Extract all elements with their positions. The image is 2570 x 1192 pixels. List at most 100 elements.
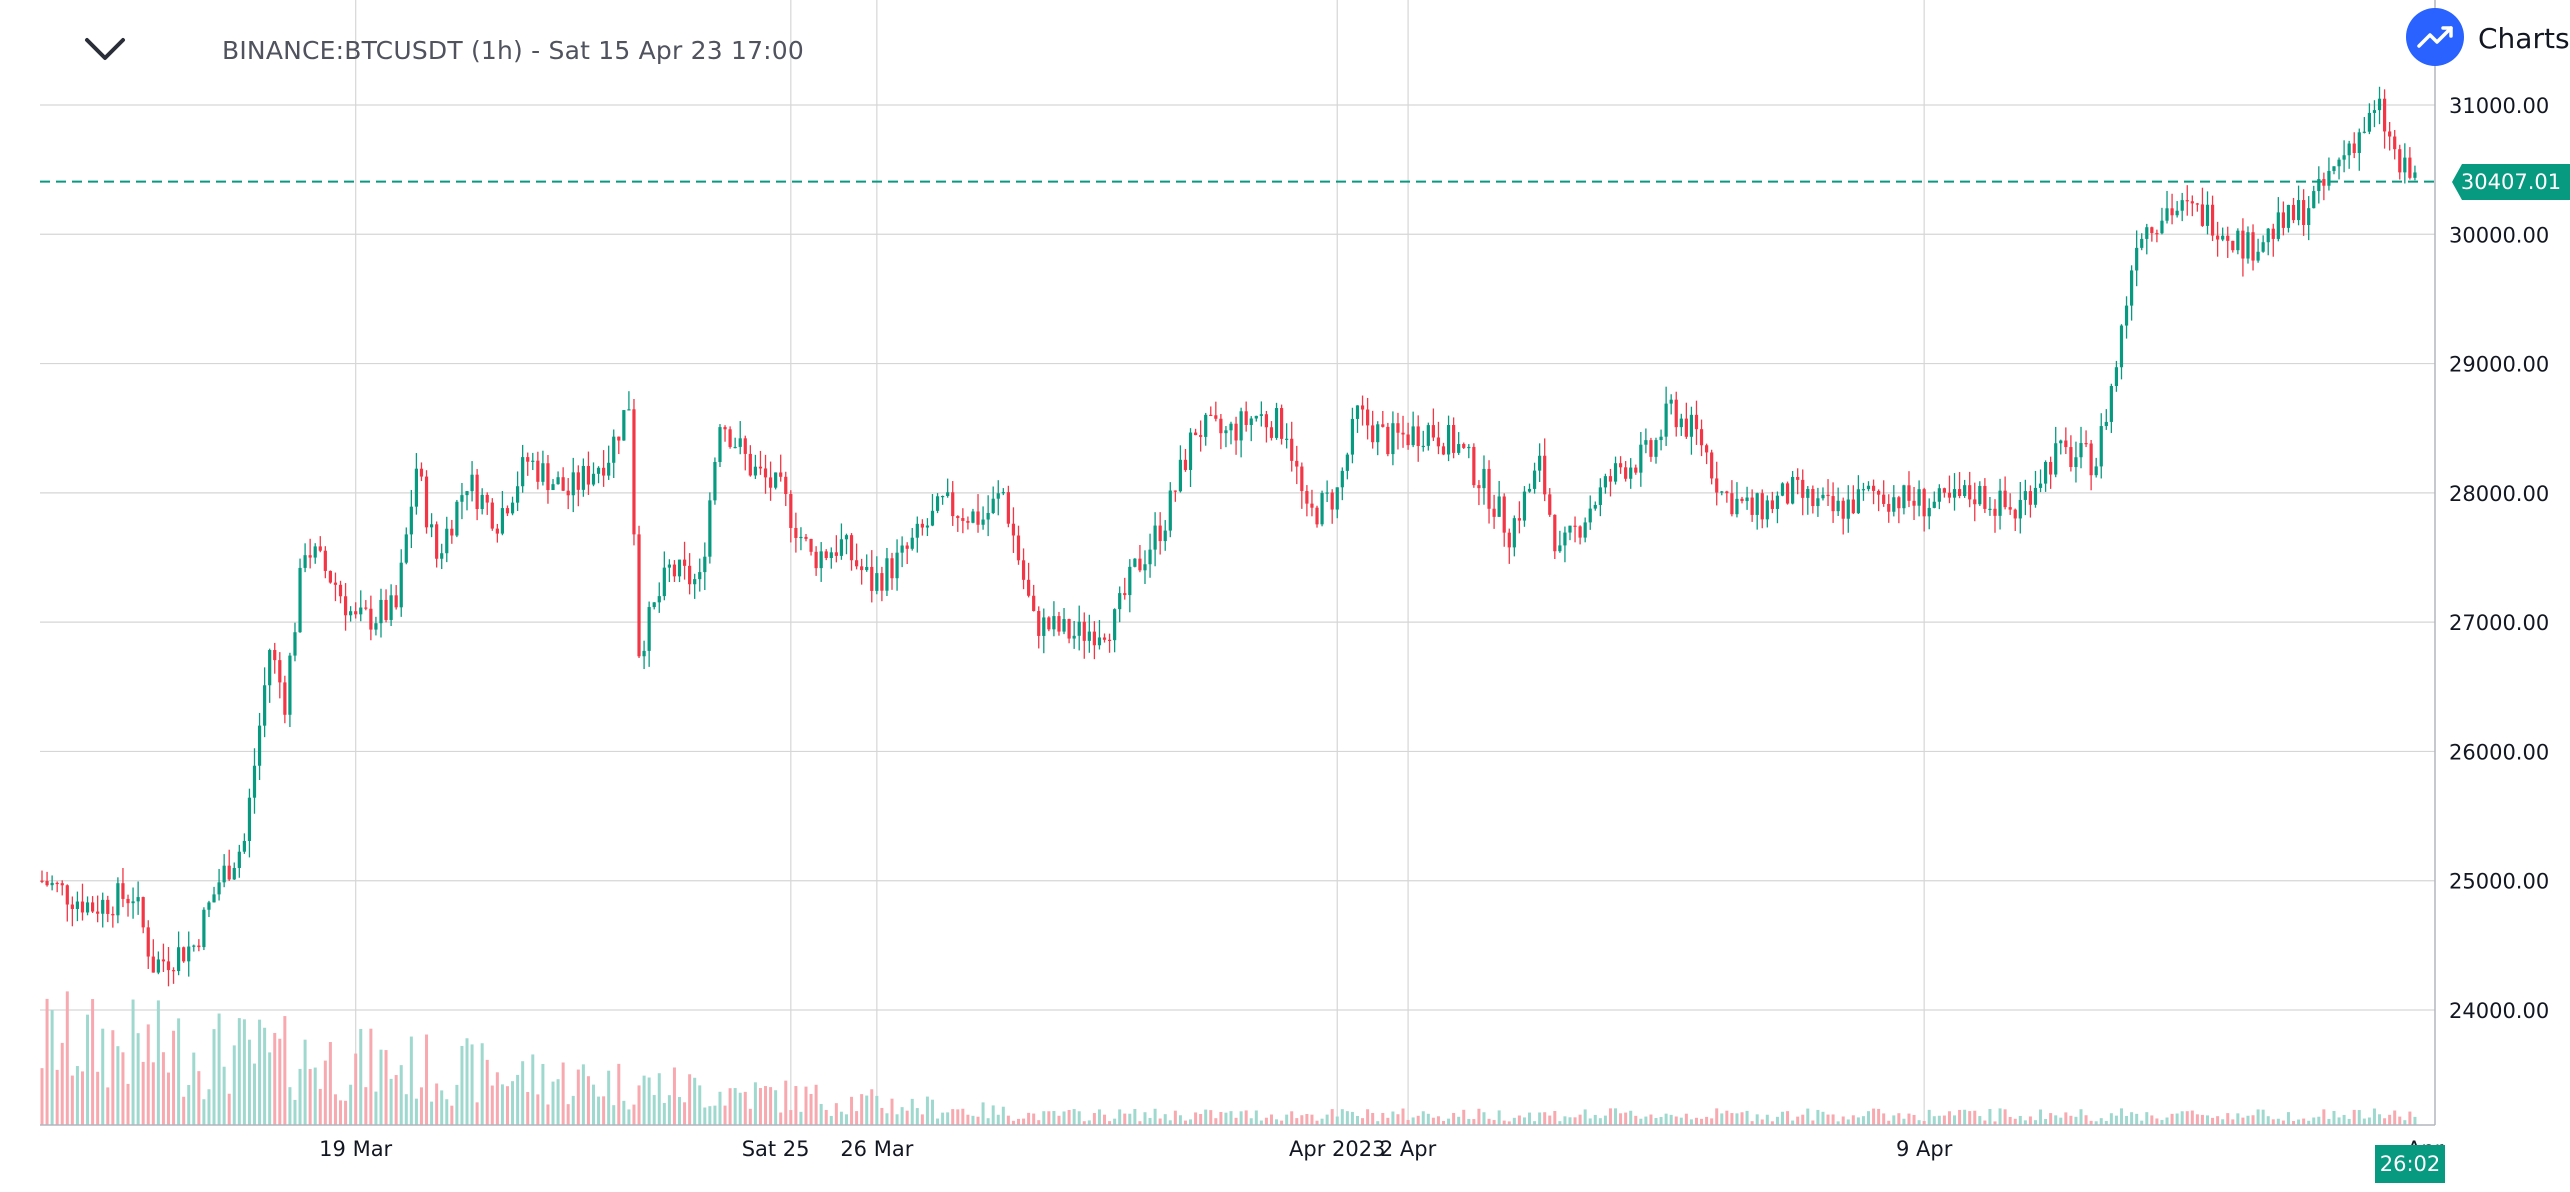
volume-bar — [1851, 1115, 1855, 1125]
volume-bar — [1482, 1112, 1486, 1125]
volume-bar — [1305, 1114, 1309, 1125]
candle-body — [445, 528, 449, 554]
candle-body — [1467, 446, 1471, 449]
volume-bar — [1173, 1110, 1177, 1125]
volume-bar — [2175, 1113, 2179, 1125]
candle-body — [1968, 485, 1972, 500]
candle-body — [2074, 457, 2078, 468]
candle-body — [920, 523, 924, 528]
candle-body — [2114, 367, 2119, 387]
candle-body — [905, 545, 909, 549]
volume-bar — [1138, 1121, 1142, 1125]
volume-bar — [850, 1096, 854, 1125]
price-axis[interactable]: 24000.00 25000.00 26000.00 27000.00 28000.00… — [2434, 0, 2549, 1125]
candle-body — [278, 660, 282, 683]
volume-bar — [586, 1076, 590, 1125]
volume-bar — [2160, 1119, 2164, 1125]
volume-bar — [789, 1110, 793, 1125]
volume-bar — [1295, 1118, 1299, 1125]
volume-bar — [131, 999, 135, 1125]
candle-body — [1153, 525, 1157, 550]
candle-body — [880, 573, 884, 591]
candle-body — [1558, 545, 1562, 552]
candle-body — [1219, 418, 1223, 434]
volume-bar — [2074, 1116, 2078, 1125]
candle-body — [1573, 525, 1577, 527]
volume-bar — [1062, 1111, 1066, 1125]
candle-body — [1021, 560, 1026, 580]
candle-body — [60, 883, 64, 886]
volume-bar — [328, 1042, 332, 1125]
volume-bar — [799, 1111, 803, 1125]
candle-body — [318, 546, 322, 551]
candle-body — [156, 959, 160, 973]
volume-bar — [1872, 1108, 1876, 1125]
volume-bar — [2231, 1119, 2235, 1125]
candle-body — [440, 553, 444, 559]
volume-bar — [166, 1072, 170, 1125]
candle-body — [1755, 493, 1759, 515]
volume-bar — [86, 1014, 90, 1125]
candle-body — [1057, 616, 1061, 632]
volume-bar — [1629, 1110, 1633, 1125]
candle-body — [85, 902, 90, 913]
candle-body — [495, 528, 499, 534]
candle-body — [844, 535, 849, 540]
volume-bar — [1037, 1120, 1041, 1125]
candle-body — [1229, 423, 1233, 431]
volume-bar — [1568, 1117, 1572, 1125]
volume-bar — [247, 1039, 251, 1125]
volume-bar — [910, 1098, 914, 1125]
candle-body — [1669, 399, 1673, 404]
volume-bar — [1684, 1113, 1688, 1125]
candle-body — [333, 582, 338, 585]
volume-bar — [1765, 1114, 1769, 1125]
volume-bar — [1553, 1110, 1557, 1125]
candle-body — [531, 460, 535, 462]
volume-bar — [1467, 1118, 1471, 1125]
candle-body — [915, 523, 919, 538]
candle-body — [1780, 483, 1785, 496]
volume-bar — [475, 1102, 479, 1125]
candle-body — [1032, 595, 1036, 612]
candle-body — [247, 797, 252, 841]
candle-body — [177, 947, 181, 972]
volume-bar — [1624, 1112, 1628, 1125]
candle-body — [2003, 490, 2007, 508]
volume-bar — [1168, 1120, 1172, 1125]
volume-bar — [824, 1109, 828, 1125]
candle-body — [111, 913, 115, 916]
candle-body — [612, 436, 616, 463]
candle-body — [2185, 200, 2189, 202]
collapse-button[interactable] — [70, 18, 140, 78]
candle-body — [1629, 467, 1633, 479]
candle-body — [1846, 499, 1850, 519]
volume-bar — [769, 1087, 773, 1125]
volume-bar — [283, 1016, 287, 1125]
volume-bar — [1001, 1106, 1005, 1125]
brand-link[interactable]: Charts p — [2406, 4, 2570, 68]
volume-bar — [126, 1083, 130, 1125]
volume-bar — [546, 1104, 550, 1125]
volume-bar — [278, 1038, 282, 1125]
candle-body — [1659, 436, 1663, 441]
candle-body — [2145, 227, 2149, 239]
candle-body — [1269, 427, 1274, 438]
candle-body — [1527, 488, 1532, 492]
candle-body — [1502, 496, 1506, 533]
volume-bar — [2023, 1120, 2027, 1125]
candle-body — [1239, 411, 1243, 441]
volume-bar — [237, 1018, 241, 1125]
candle-body — [1745, 497, 1749, 502]
volume-bar — [895, 1114, 899, 1125]
volume-bar — [1254, 1110, 1258, 1125]
candle-body — [2165, 208, 2169, 221]
candle-body — [2231, 240, 2235, 251]
candle-body — [768, 477, 773, 488]
candle-body — [252, 765, 257, 798]
candle-body — [1512, 518, 1516, 548]
volume-bar — [192, 1052, 196, 1125]
candle-body — [1553, 514, 1557, 552]
